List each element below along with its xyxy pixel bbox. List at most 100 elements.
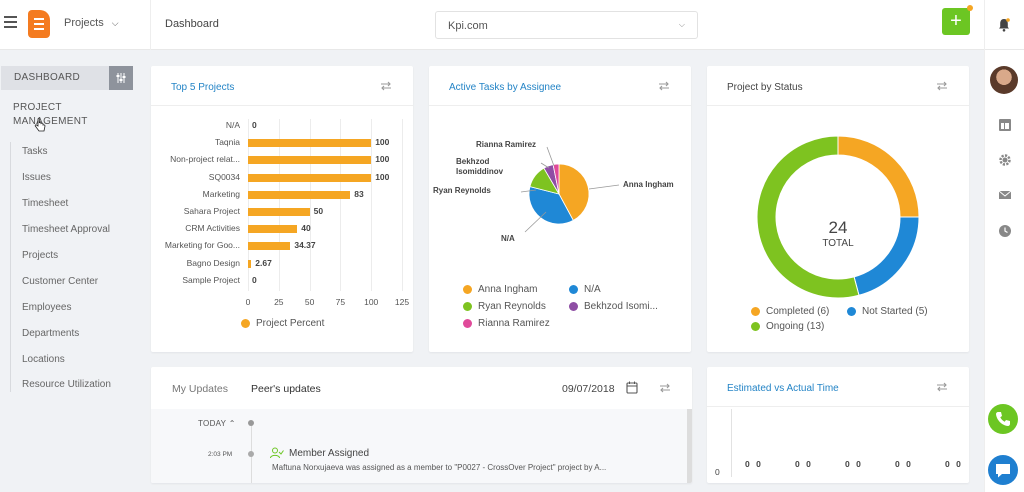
updates-timeline [151, 409, 692, 483]
gridline [248, 119, 249, 291]
chat-icon [996, 464, 1010, 478]
chevron-down-icon: ⌵ [678, 20, 685, 29]
legend-item[interactable]: Anna Ingham [463, 284, 538, 295]
assignee-pie-chart [520, 146, 620, 233]
bar[interactable] [248, 190, 351, 199]
bell-icon[interactable] [998, 18, 1010, 32]
today-label[interactable]: TODAY ⌃ [198, 419, 236, 428]
date-value[interactable]: 09/07/2018 [562, 383, 615, 395]
estimated-card: Estimated vs Actual Time 0 0 0 0 0 0 0 0 0 0… [707, 367, 969, 483]
legend-item[interactable]: Completed (6) [751, 306, 829, 317]
bar-value-label: 100 [375, 171, 390, 182]
bar-value-label: 100 [375, 137, 390, 148]
updates-card: My Updates Peer's updates 09/07/2018 TOD… [151, 367, 692, 483]
bar-category-label: Marketing [202, 188, 240, 199]
gridline [278, 119, 280, 291]
event-title: Member Assigned [289, 448, 370, 459]
bar-value-label: 0 0 [945, 459, 961, 469]
clock-icon[interactable] [998, 224, 1012, 238]
pie-slice-label: Bekhzod Isomiddinov [456, 157, 504, 176]
bar-category-label: Sample Project [182, 274, 240, 285]
bar-value-label: 0 0 [895, 459, 911, 469]
kpi-logo-icon[interactable] [28, 10, 50, 38]
phone-button[interactable] [988, 404, 1018, 434]
gridline [402, 119, 403, 291]
legend-item[interactable]: Ryan Reynolds [463, 301, 546, 312]
pie-slice-label: Anna Ingham [623, 180, 674, 189]
site-select-value: Kpi.com [448, 20, 488, 32]
refresh-icon[interactable] [379, 80, 393, 92]
legend-item[interactable]: Not Started (5) [847, 306, 928, 317]
pie-leader-line [540, 162, 550, 169]
bar[interactable] [248, 242, 291, 251]
sliders-icon[interactable] [109, 66, 133, 90]
legend-item[interactable]: Ongoing (13) [751, 321, 824, 332]
add-button[interactable]: + [942, 5, 973, 35]
legend-item[interactable]: Bekhzod Isomi... [569, 301, 658, 312]
bar[interactable] [248, 225, 298, 234]
sidebar-item-timesheet[interactable]: Timesheet [22, 198, 69, 209]
status-donut-chart [756, 135, 920, 299]
bar-value-label: 0 [252, 120, 257, 130]
top-bar: Projects ⌵ Dashboard Kpi.com ⌵ + [0, 0, 1024, 50]
refresh-icon[interactable] [935, 381, 949, 393]
sidebar: DASHBOARD PROJECT MANAGEMENT Tasks Issue… [0, 50, 143, 492]
bar[interactable] [248, 139, 372, 148]
legend-label: Not Started (5) [862, 306, 928, 317]
y-tick-label: 0 [715, 467, 720, 477]
donut-total-label: TOTAL [822, 238, 854, 249]
legend-item[interactable]: N/A [569, 284, 601, 295]
bar-category-label: CRM Activities [185, 223, 240, 234]
refresh-icon[interactable] [935, 80, 949, 92]
card-title: Estimated vs Actual Time [727, 383, 839, 394]
sidebar-item-timesheet-approval[interactable]: Timesheet Approval [22, 224, 111, 235]
sidebar-item-projects[interactable]: Projects [22, 250, 59, 261]
today-text: TODAY [198, 419, 227, 428]
chat-button[interactable] [988, 455, 1018, 485]
bar[interactable] [248, 173, 372, 182]
sidebar-item-resource-utilization[interactable]: Resource Utilization [22, 379, 111, 390]
bar[interactable] [248, 156, 372, 165]
chevron-down-icon: ⌵ [111, 18, 119, 28]
tab-peers-updates[interactable]: Peer's updates [251, 383, 321, 395]
sidebar-item-tasks[interactable]: Tasks [22, 146, 48, 157]
legend-dot [463, 318, 472, 328]
refresh-icon[interactable] [658, 382, 672, 394]
refresh-icon[interactable] [657, 80, 671, 92]
legend-dot [751, 321, 760, 331]
sidebar-item-employees[interactable]: Employees [22, 302, 72, 313]
project-switcher[interactable]: Projects ⌵ [64, 17, 119, 29]
sidebar-item-locations[interactable]: Locations [22, 354, 65, 365]
legend-dot [569, 301, 578, 311]
card-title: Active Tasks by Assignee [449, 82, 562, 93]
legend-item[interactable]: Rianna Ramirez [463, 318, 550, 329]
sidebar-item-issues[interactable]: Issues [22, 172, 51, 183]
sidebar-item-customer-center[interactable]: Customer Center [22, 276, 99, 287]
legend-item[interactable]: Project Percent [241, 318, 324, 329]
bar-value-label: 0 0 [795, 459, 811, 469]
layout-icon[interactable] [998, 118, 1012, 132]
bar-category-label: Taqnia [214, 137, 240, 148]
scrollbar[interactable] [687, 409, 692, 483]
calendar-icon[interactable] [626, 381, 638, 394]
sidebar-item-departments[interactable]: Departments [22, 328, 80, 339]
add-button-label: + [950, 10, 962, 32]
pie-slice-label: Rianna Ramirez [476, 140, 537, 149]
bar[interactable] [248, 208, 310, 216]
hamburger-menu-icon[interactable] [4, 16, 17, 30]
avatar[interactable] [990, 66, 1018, 94]
bar[interactable] [248, 259, 252, 268]
sidebar-section-title[interactable]: PROJECT MANAGEMENT [13, 102, 88, 127]
x-tick-label: 125 [394, 297, 410, 307]
gridline [340, 119, 342, 291]
event-time: 2:03 PM [208, 451, 233, 458]
legend-dot [463, 301, 472, 311]
gear-icon[interactable] [998, 153, 1012, 167]
site-select[interactable]: Kpi.com ⌵ [435, 11, 698, 39]
tab-my-updates[interactable]: My Updates [172, 383, 229, 395]
top-projects-card: Top 5 Projects 0 25 50 75 100 125 N/A 0 Taqnia 10… [151, 66, 413, 352]
mail-icon[interactable] [998, 188, 1012, 202]
legend-dot [569, 284, 578, 294]
sidebar-dashboard-tab[interactable]: DASHBOARD [1, 66, 109, 90]
bar-value-label: 50 [313, 206, 324, 216]
